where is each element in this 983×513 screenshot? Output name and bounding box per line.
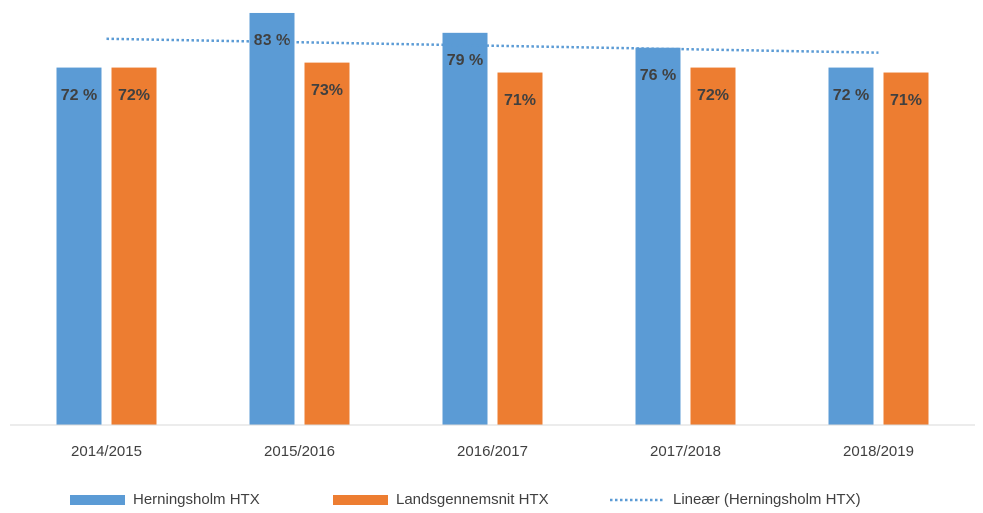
x-tick-label: 2016/2017 (457, 443, 528, 460)
bar (442, 32, 488, 425)
bar (635, 47, 681, 425)
bar (56, 67, 102, 426)
x-tick-label: 2018/2019 (843, 443, 914, 460)
legend-label: Herningsholm HTX (133, 491, 260, 508)
legend-label: Lineær (Herningsholm HTX) (673, 491, 861, 508)
bar (304, 62, 350, 425)
legend-swatch (333, 495, 388, 505)
value-label: 71% (504, 92, 536, 109)
value-label: 72 % (833, 87, 869, 104)
value-label: 73% (311, 82, 343, 99)
bar (111, 67, 157, 426)
bar (828, 67, 874, 426)
legend-label: Landsgennemsnit HTX (396, 491, 549, 508)
value-label: 72% (118, 87, 150, 104)
x-tick-label: 2017/2018 (650, 443, 721, 460)
value-label: 71% (890, 92, 922, 109)
x-tick-label: 2015/2016 (264, 443, 335, 460)
legend-swatch (70, 495, 125, 505)
bar (883, 72, 929, 426)
bar (249, 12, 295, 425)
value-label: 72% (697, 87, 729, 104)
bar (690, 67, 736, 426)
value-label: 72 % (61, 87, 97, 104)
value-label: 79 % (447, 52, 483, 69)
trendline (106, 37, 879, 54)
bar (497, 72, 543, 426)
value-label: 76 % (640, 67, 676, 84)
x-tick-label: 2014/2015 (71, 443, 142, 460)
